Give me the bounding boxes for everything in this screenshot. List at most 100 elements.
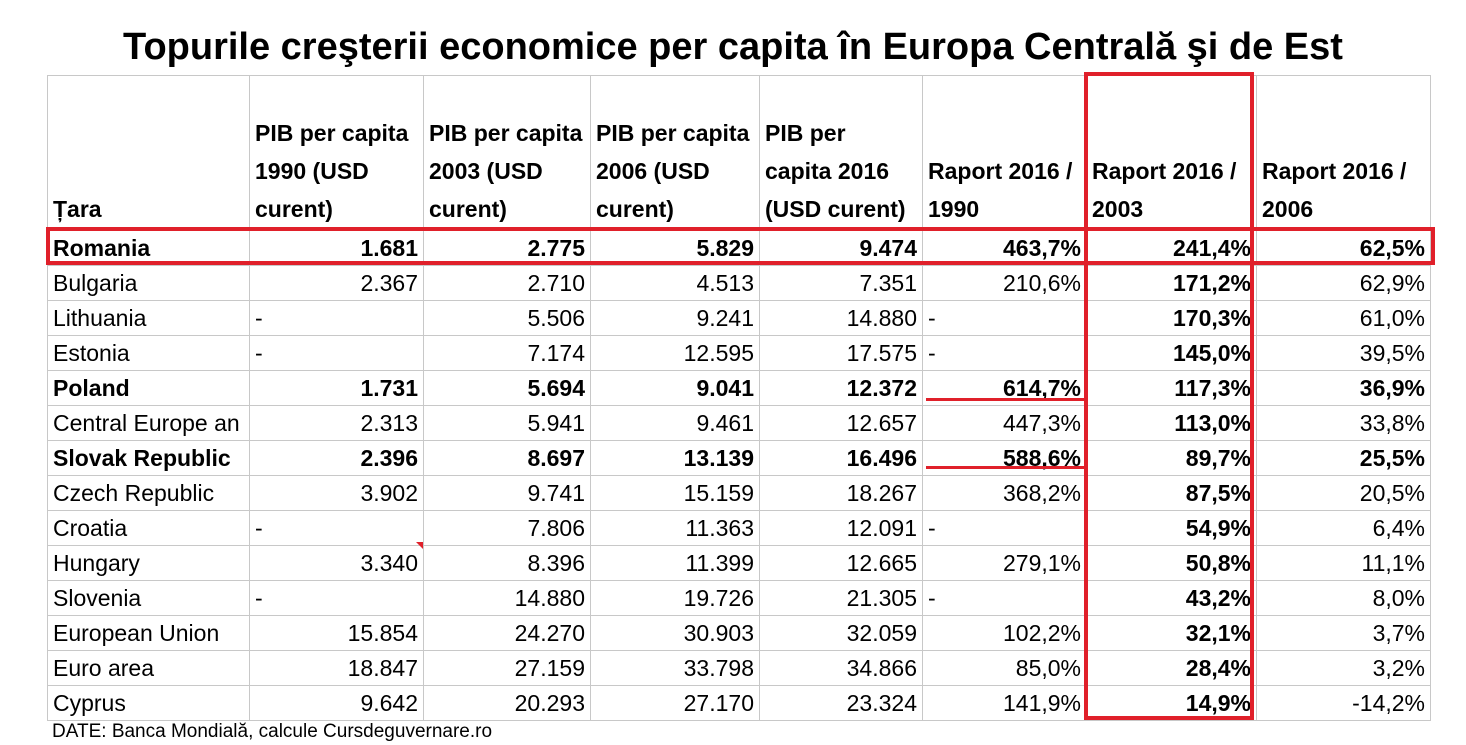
table-row: Bulgaria 2.367 2.710 4.513 7.351 210,6% 171,2%… [47, 265, 1431, 301]
value-cell: 8,0% [1256, 580, 1431, 616]
country-cell: European Union [47, 615, 250, 651]
value-cell: 20.293 [423, 685, 591, 721]
value-cell: - [922, 335, 1087, 371]
value-cell: 62,9% [1256, 265, 1431, 301]
column-header: PIB per capita 2006 (USD curent) [590, 75, 760, 231]
value-cell: - [249, 300, 424, 336]
value-cell: 23.324 [759, 685, 923, 721]
column-header: PIB per capita 2016 (USD curent) [759, 75, 923, 231]
value-cell: 241,4% [1086, 230, 1257, 266]
value-cell: 85,0% [922, 650, 1087, 686]
value-cell: 6,4% [1256, 510, 1431, 546]
value-cell: 3,7% [1256, 615, 1431, 651]
source-note: DATE: Banca Mondială, calcule Cursdeguve… [52, 721, 493, 742]
value-cell: 1.731 [249, 370, 424, 406]
value-cell: 2.367 [249, 265, 424, 301]
value-cell: 14.880 [759, 300, 923, 336]
value-cell: 210,6% [922, 265, 1087, 301]
table-row: Euro area 18.847 27.159 33.798 34.866 85,0% 28… [47, 650, 1431, 686]
value-cell: 5.694 [423, 370, 591, 406]
value-cell: 13.139 [590, 440, 760, 476]
table-row: Slovak Republic 2.396 8.697 13.139 16.496 588… [47, 440, 1431, 476]
table-row: Hungary 3.340 8.396 11.399 12.665 279,1% 50,8%… [47, 545, 1431, 581]
value-cell: 27.159 [423, 650, 591, 686]
value-cell: - [249, 510, 424, 546]
value-cell: 12.372 [759, 370, 923, 406]
country-cell: Czech Republic [47, 475, 250, 511]
value-cell: 28,4% [1086, 650, 1257, 686]
country-cell: Bulgaria [47, 265, 250, 301]
value-cell: 9.642 [249, 685, 424, 721]
country-cell: Hungary [47, 545, 250, 581]
table-body: Romania 1.681 2.775 5.829 9.474 463,7% 241,4% 6… [47, 230, 1431, 721]
value-cell: 2.396 [249, 440, 424, 476]
value-cell: 14,9% [1086, 685, 1257, 721]
value-cell: 7.174 [423, 335, 591, 371]
country-cell: Romania [47, 230, 250, 266]
table-row: Slovenia -14.880 19.726 21.305-43,2% 8,0% [47, 580, 1431, 616]
value-cell: 24.270 [423, 615, 591, 651]
value-cell: 9.461 [590, 405, 760, 441]
value-cell: 34.866 [759, 650, 923, 686]
value-cell: 141,9% [922, 685, 1087, 721]
value-cell: 21.305 [759, 580, 923, 616]
value-cell: 7.806 [423, 510, 591, 546]
country-cell: Slovenia [47, 580, 250, 616]
value-cell: 33,8% [1256, 405, 1431, 441]
comment-marker-icon [416, 542, 423, 549]
column-header: Țara [47, 75, 250, 231]
value-cell: 61,0% [1256, 300, 1431, 336]
underline-slovak-ratio [926, 466, 1086, 469]
value-cell: 11,1% [1256, 545, 1431, 581]
value-cell: 447,3% [922, 405, 1087, 441]
value-cell: 12.091 [759, 510, 923, 546]
value-cell: 5.506 [423, 300, 591, 336]
value-cell: 18.267 [759, 475, 923, 511]
value-cell: 279,1% [922, 545, 1087, 581]
value-cell: 89,7% [1086, 440, 1257, 476]
column-header: Raport 2016 / 2003 [1086, 75, 1257, 231]
table-row: Estonia -7.174 12.595 17.575-145,0% 39,5% [47, 335, 1431, 371]
value-cell: 15.854 [249, 615, 424, 651]
value-cell: 11.363 [590, 510, 760, 546]
value-cell: 11.399 [590, 545, 760, 581]
value-cell: 15.159 [590, 475, 760, 511]
value-cell: 117,3% [1086, 370, 1257, 406]
value-cell: 9.041 [590, 370, 760, 406]
table-row: Czech Republic 3.902 9.741 15.159 18.267 368,… [47, 475, 1431, 511]
value-cell: 18.847 [249, 650, 424, 686]
value-cell: 19.726 [590, 580, 760, 616]
value-cell: - [249, 335, 424, 371]
value-cell: 3.902 [249, 475, 424, 511]
value-cell: - [922, 510, 1087, 546]
value-cell: 32.059 [759, 615, 923, 651]
value-cell: 8.697 [423, 440, 591, 476]
value-cell: 3.340 [249, 545, 424, 581]
country-cell: Euro area [47, 650, 250, 686]
value-cell: 588,6% [922, 440, 1087, 476]
value-cell: 30.903 [590, 615, 760, 651]
value-cell: 12.595 [590, 335, 760, 371]
table-row: Poland 1.731 5.694 9.041 12.372 614,7% 117,3% 3… [47, 370, 1431, 406]
value-cell: 32,1% [1086, 615, 1257, 651]
value-cell: 1.681 [249, 230, 424, 266]
value-cell: 39,5% [1256, 335, 1431, 371]
country-cell: Cyprus [47, 685, 250, 721]
value-cell: 2.775 [423, 230, 591, 266]
value-cell: 3,2% [1256, 650, 1431, 686]
value-cell: 62,5% [1256, 230, 1431, 266]
chart-title: Topurile creşterii economice per capita … [123, 26, 1343, 68]
value-cell: - [922, 580, 1087, 616]
table-row: Lithuania -5.506 9.241 14.880-170,3% 61,0% [47, 300, 1431, 336]
value-cell: 2.313 [249, 405, 424, 441]
value-cell: 33.798 [590, 650, 760, 686]
column-header: PIB per capita 2003 (USD curent) [423, 75, 591, 231]
value-cell: 113,0% [1086, 405, 1257, 441]
value-cell: 87,5% [1086, 475, 1257, 511]
table-row: Cyprus 9.642 20.293 27.170 23.324 141,9% 14,9%… [47, 685, 1431, 721]
value-cell: 16.496 [759, 440, 923, 476]
value-cell: 463,7% [922, 230, 1087, 266]
value-cell: 2.710 [423, 265, 591, 301]
value-cell: 9.474 [759, 230, 923, 266]
value-cell: 368,2% [922, 475, 1087, 511]
